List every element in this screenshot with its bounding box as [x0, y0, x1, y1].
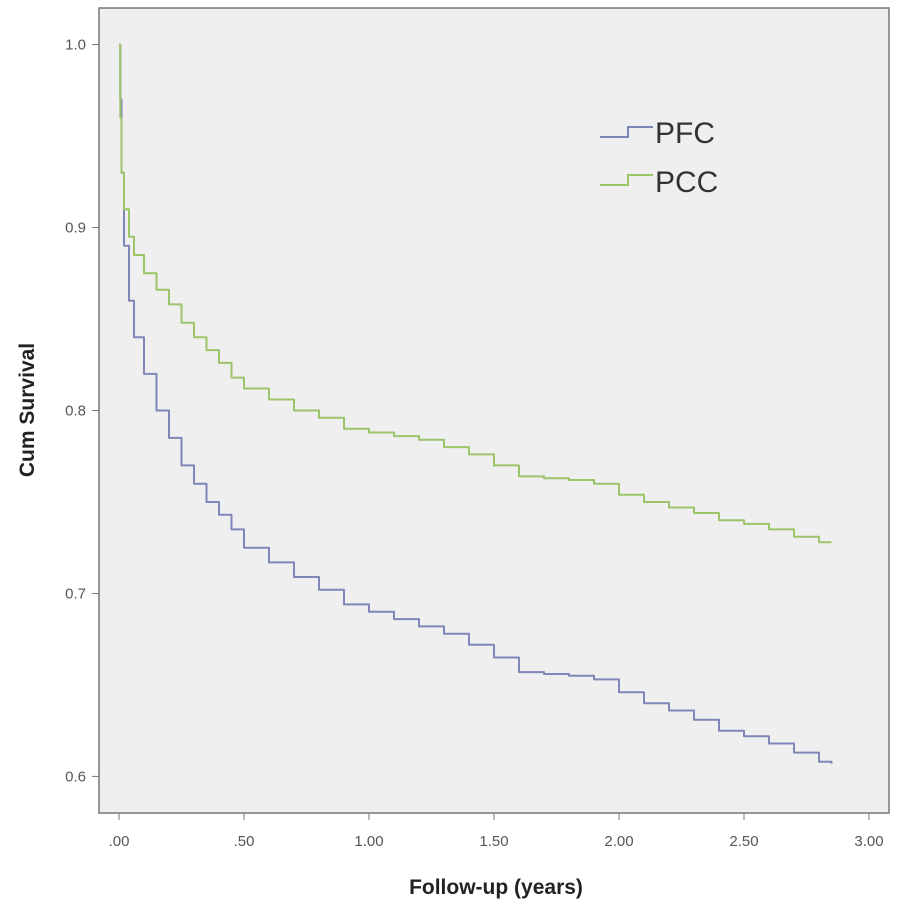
series-line-pfc [119, 43, 833, 764]
y-axis-ticks: 0.6 0.7 0.8 0.9 1.0 [65, 37, 99, 785]
legend-label-pcc: PCC [655, 166, 718, 199]
legend-swatch-pfc [600, 126, 653, 138]
y-tick-label: 0.8 [65, 403, 86, 420]
x-tick-label: 2.50 [729, 833, 758, 850]
legend: PFC PCC [600, 117, 718, 199]
y-tick-label: 0.6 [65, 768, 86, 785]
x-tick-label: 1.50 [479, 833, 508, 850]
x-tick-label: .50 [234, 833, 255, 850]
x-axis-title: Follow-up (years) [409, 876, 583, 899]
y-tick-label: 1.0 [65, 37, 86, 54]
y-axis-title: Cum Survival [16, 343, 39, 477]
x-axis-ticks: .00 .50 1.00 1.50 2.00 2.50 3.00 [109, 813, 884, 850]
plot-area [98, 7, 890, 814]
x-tick-label: 3.00 [854, 833, 883, 850]
y-tick-label: 0.7 [65, 585, 86, 602]
series-line-pcc [119, 43, 832, 544]
x-tick-label: .00 [109, 833, 130, 850]
legend-label-pfc: PFC [655, 117, 715, 150]
series-layer [119, 43, 833, 764]
legend-swatch-pcc [600, 174, 653, 186]
x-tick-label: 2.00 [604, 833, 633, 850]
y-tick-label: 0.9 [65, 220, 86, 237]
x-tick-label: 1.00 [354, 833, 383, 850]
